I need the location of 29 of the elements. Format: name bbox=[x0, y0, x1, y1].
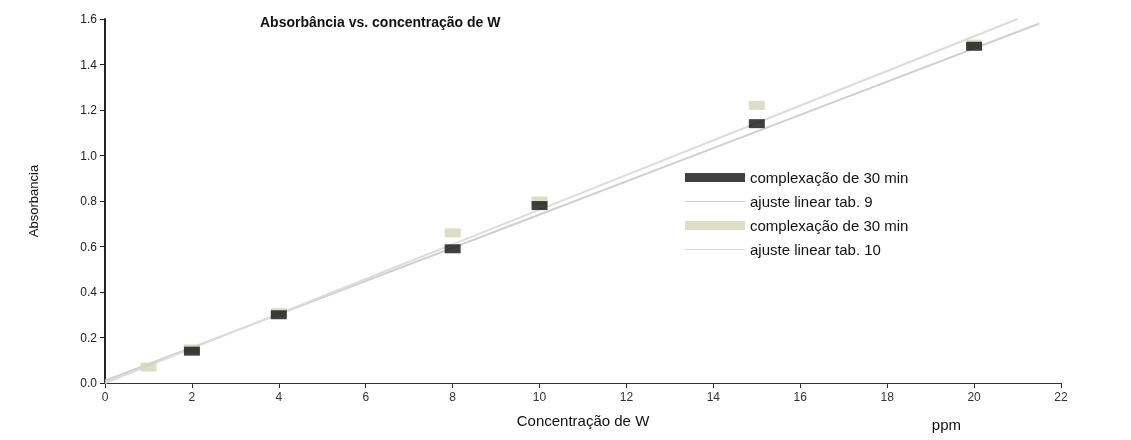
y-tick-label: 0.6 bbox=[80, 239, 98, 254]
x-tick-label: 12 bbox=[619, 390, 634, 404]
y-tick-label: 1.4 bbox=[80, 57, 98, 72]
legend-label: ajuste linear tab. 10 bbox=[750, 241, 881, 258]
y-tick-label: 1.2 bbox=[80, 103, 98, 117]
chart-title: Absorbância vs. concentração de W bbox=[260, 14, 502, 30]
y-tick-label: 1.6 bbox=[80, 12, 98, 26]
x-tick-label: 10 bbox=[532, 390, 547, 404]
x-axis-title: Concentração de W bbox=[516, 412, 651, 429]
y-axis-title: Absorbancia bbox=[26, 164, 41, 238]
x-tick-label: 6 bbox=[362, 390, 370, 404]
text: ppm bbox=[931, 416, 962, 433]
x-tick-label: 16 bbox=[793, 390, 808, 404]
x-tick-label: 20 bbox=[967, 390, 982, 404]
x-tick-label: 0 bbox=[101, 390, 109, 404]
y-tick-label: 0.8 bbox=[80, 194, 98, 208]
x-tick-label: 8 bbox=[449, 390, 457, 404]
x-tick-label: 4 bbox=[275, 390, 283, 404]
legend-label: ajuste linear tab. 9 bbox=[750, 193, 873, 210]
y-tick-label: 0.0 bbox=[80, 376, 98, 390]
x-tick-label: 14 bbox=[706, 390, 721, 404]
x-tick-label: 18 bbox=[880, 390, 895, 404]
legend-label: complexação de 30 min bbox=[750, 217, 909, 234]
x-tick-label: 2 bbox=[188, 390, 196, 404]
y-tick-label: 0.2 bbox=[80, 330, 98, 345]
x-tick-label: 22 bbox=[1054, 390, 1068, 404]
y-tick-label: 0.4 bbox=[80, 285, 98, 299]
y-tick-label: 1.0 bbox=[80, 148, 98, 163]
legend-label: complexação de 30 min bbox=[750, 169, 909, 186]
